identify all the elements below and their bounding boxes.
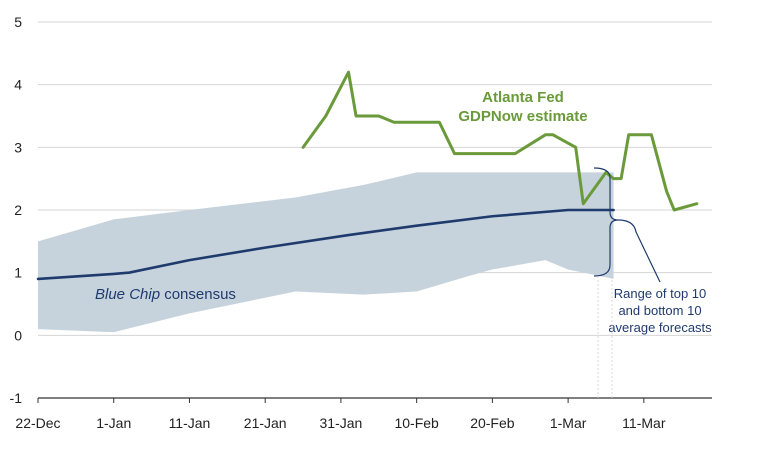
x-axis: 22-Dec 1-Jan 11-Jan 21-Jan 31-Jan 10-Feb 20-Fe… — [15, 398, 666, 431]
range-bracket — [593, 167, 661, 283]
gdpnow-label-line1: Atlanta Fed — [482, 89, 564, 106]
bluechip-label-rest: consensus — [160, 286, 236, 303]
x-tick-label: 11-Mar — [622, 415, 666, 431]
x-tick-label: 21-Jan — [244, 415, 287, 431]
gdpnow-line — [301, 70, 699, 212]
x-tick-label: 11-Jan — [169, 415, 211, 431]
y-tick-label: 0 — [14, 327, 22, 343]
range-bracket-pointer — [617, 219, 661, 283]
series-lines — [36, 70, 699, 281]
x-tick-label: 1-Mar — [550, 415, 587, 431]
bluechip-line — [36, 208, 615, 281]
range-dotted-guides — [597, 276, 613, 398]
range-label-line3: average forecasts — [608, 320, 712, 335]
y-axis: 5 4 3 2 1 0 -1 — [10, 14, 23, 406]
y-tick-label: 2 — [14, 202, 22, 218]
x-tick-label: 1-Jan — [96, 415, 131, 431]
bluechip-label: Blue Chip consensus — [95, 286, 236, 303]
y-tick-label: 5 — [14, 14, 22, 30]
x-tick-label: 20-Feb — [470, 415, 515, 431]
y-tick-label: 4 — [14, 77, 22, 93]
range-band — [38, 172, 614, 333]
y-tick-label: 1 — [14, 265, 22, 281]
range-band-area — [38, 172, 614, 333]
x-tick-label: 10-Feb — [394, 415, 439, 431]
range-label-line2: and bottom 10 — [618, 303, 701, 318]
range-label-line1: Range of top 10 — [614, 286, 707, 301]
x-tick-label: 31-Jan — [320, 415, 363, 431]
x-tick-label: 22-Dec — [15, 415, 60, 431]
y-tick-label: -1 — [10, 390, 23, 406]
bluechip-label-italic: Blue Chip — [95, 286, 160, 303]
y-tick-label: 3 — [14, 139, 22, 155]
gdpnow-label-line2: GDPNow estimate — [458, 108, 587, 125]
